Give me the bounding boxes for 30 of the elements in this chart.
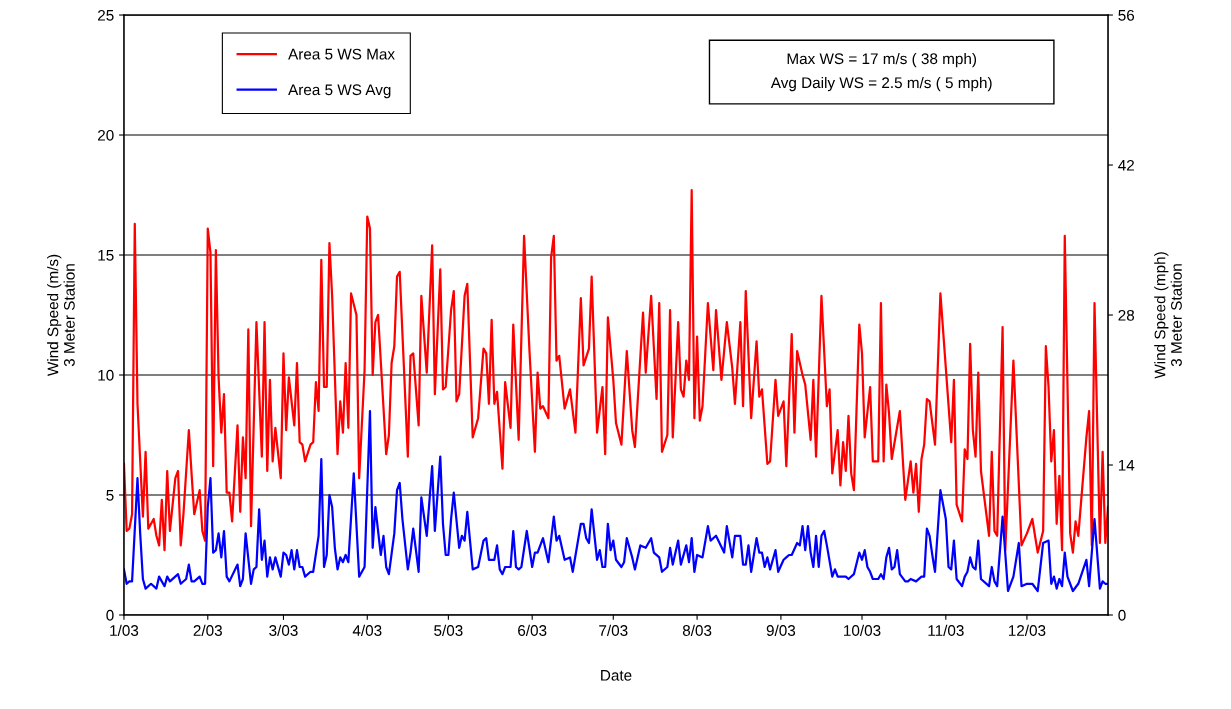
x-tick-label: 8/03 [682, 624, 712, 636]
x-tick-label: 9/03 [766, 624, 796, 636]
legend-label: Area 5 WS Avg [288, 84, 391, 99]
y2-tick-label: 28 [1118, 309, 1135, 321]
x-tick-label: 1/03 [110, 624, 139, 636]
x-tick-label: 4/03 [352, 624, 382, 636]
y-tick-label: 20 [98, 129, 114, 141]
y-tick-label: 25 [98, 9, 114, 21]
x-tick-label: 12/03 [1008, 624, 1046, 636]
y2-tick-label: 42 [1118, 159, 1134, 171]
x-tick-label: 2/03 [193, 624, 222, 636]
x-tick-label: 6/03 [518, 624, 547, 636]
annotation: Max WS = 17 m/s ( 38 mph) [787, 52, 977, 68]
x-tick-label: 3/03 [269, 624, 298, 636]
y-tick-label: 15 [98, 250, 114, 261]
y-tick-label: 10 [98, 369, 114, 381]
y-tick-label: 0 [106, 609, 114, 621]
x-axis-title: Date [601, 670, 632, 681]
y-tick-label: 5 [106, 490, 114, 501]
x-tick-label: 7/03 [599, 624, 628, 636]
y2-axis-title: Wind Speed (mph) 3 Meter Station [1154, 252, 1182, 379]
y2-tick-label: 14 [1118, 460, 1135, 471]
y-axis-title: Wind Speed (m/s) 3 Meter Station [47, 254, 75, 377]
y2-tick-label: 56 [1118, 9, 1135, 21]
x-tick-label: 5/03 [434, 624, 463, 636]
x-tick-label: 11/03 [928, 624, 964, 636]
y2-tick-label: 0 [1118, 609, 1126, 621]
legend-label: Area 5 WS Max [288, 48, 395, 60]
annotation: Avg Daily WS = 2.5 m/s ( 5 mph) [770, 76, 992, 92]
x-tick-label: 10/03 [844, 624, 881, 636]
